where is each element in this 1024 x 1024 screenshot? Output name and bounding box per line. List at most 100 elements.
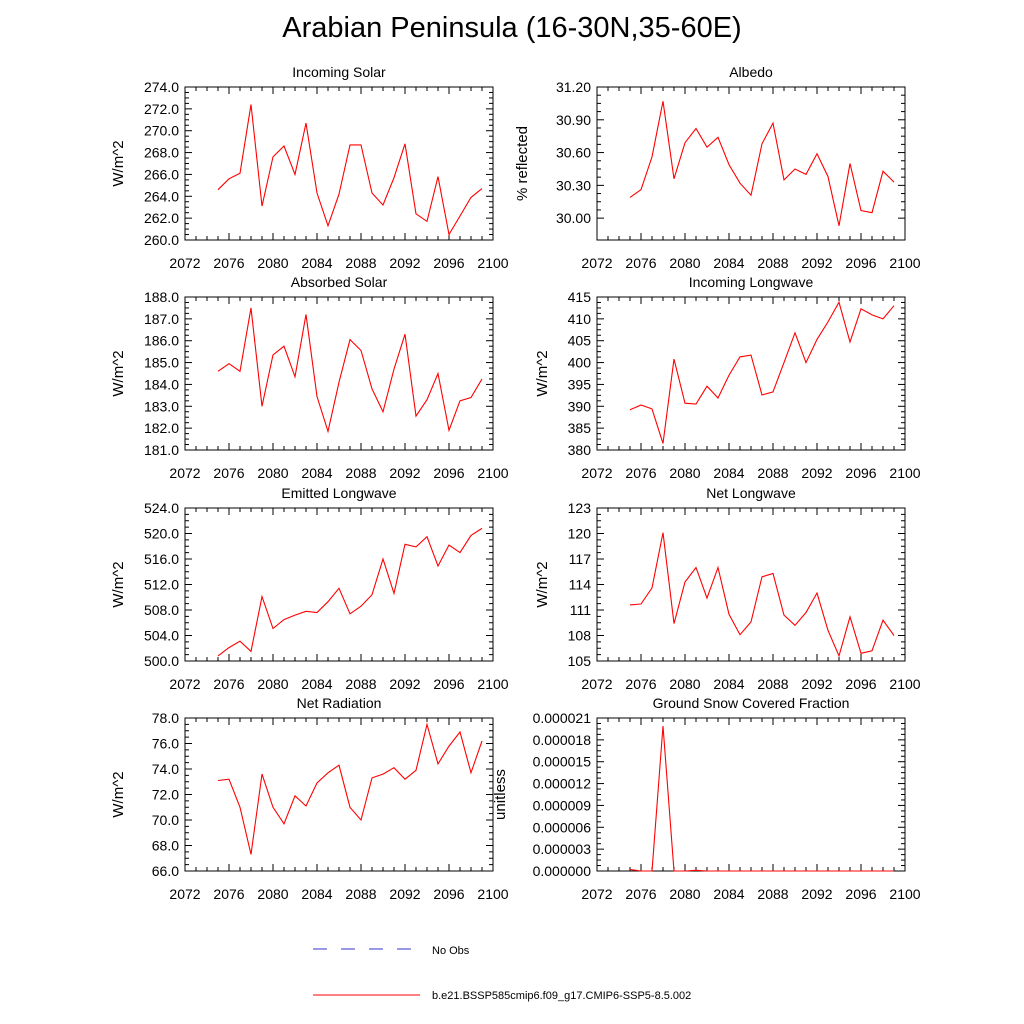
panel-title: Net Radiation bbox=[297, 695, 382, 711]
x-tick-label: 2084 bbox=[301, 676, 332, 692]
y-tick-label: 108 bbox=[568, 628, 592, 644]
x-tick-label: 2088 bbox=[757, 676, 788, 692]
y-axis-label: W/m^2 bbox=[110, 561, 127, 607]
plot-frame bbox=[596, 717, 906, 872]
x-tick-label: 2092 bbox=[801, 676, 832, 692]
panel-title: Absorbed Solar bbox=[291, 274, 388, 290]
figure-title: Arabian Peninsula (16-30N,35-60E) bbox=[282, 12, 742, 44]
x-tick-label: 2088 bbox=[757, 465, 788, 481]
y-tick-label: 274.0 bbox=[144, 79, 179, 95]
x-tick-label: 2076 bbox=[625, 255, 656, 271]
y-tick-label: 114 bbox=[569, 577, 592, 593]
y-tick-label: 395 bbox=[568, 376, 592, 392]
chart-panel-4: 2072 2076 2080 2084 2088 2092 2096 2100 380 385 39… bbox=[534, 274, 921, 481]
x-tick-label: 2092 bbox=[801, 465, 832, 481]
chart-panel-2: 2072 2076 2080 2084 2088 2092 2096 2100 30.00 30.… bbox=[514, 64, 921, 271]
x-tick-label: 2084 bbox=[301, 255, 332, 271]
panel-title: Incoming Solar bbox=[292, 64, 386, 80]
plot-frame bbox=[184, 507, 494, 662]
y-tick-label: 272.0 bbox=[144, 101, 179, 117]
chart-panel-3: 2072 2076 2080 2084 2088 2092 2096 2100 181.0 182… bbox=[110, 274, 509, 481]
x-tick-label: 2096 bbox=[845, 255, 876, 271]
x-tick-label: 2100 bbox=[889, 886, 920, 902]
y-tick-label: 181.0 bbox=[144, 442, 179, 458]
x-tick-label: 2080 bbox=[669, 886, 700, 902]
x-tick-label: 2096 bbox=[845, 465, 876, 481]
y-axis-label: W/m^2 bbox=[110, 771, 127, 817]
y-tick-label: 524.0 bbox=[144, 500, 179, 516]
x-tick-label: 2072 bbox=[169, 676, 200, 692]
x-tick-label: 2092 bbox=[389, 676, 420, 692]
y-tick-label: 30.00 bbox=[556, 210, 591, 226]
x-tick-label: 2096 bbox=[845, 676, 876, 692]
y-tick-label: 0.000006 bbox=[533, 819, 592, 835]
plot-frame bbox=[184, 296, 494, 451]
x-tick-label: 2088 bbox=[345, 465, 376, 481]
x-tick-label: 2092 bbox=[801, 255, 832, 271]
x-tick-label: 2076 bbox=[213, 465, 244, 481]
y-tick-label: 30.90 bbox=[556, 112, 591, 128]
y-tick-label: 72.0 bbox=[152, 787, 179, 803]
y-tick-label: 117 bbox=[569, 551, 592, 567]
y-tick-label: 184.0 bbox=[144, 376, 179, 392]
series-line bbox=[629, 300, 895, 444]
x-tick-label: 2096 bbox=[845, 886, 876, 902]
x-tick-label: 2092 bbox=[389, 465, 420, 481]
x-tick-label: 2092 bbox=[389, 886, 420, 902]
y-tick-label: 186.0 bbox=[144, 333, 179, 349]
legend: No Obs b.e21.BSSP585cmip6.f09_g17.CMIP6-S… bbox=[313, 945, 691, 1002]
x-tick-label: 2080 bbox=[669, 465, 700, 481]
plot-frame bbox=[596, 86, 906, 241]
x-tick-label: 2080 bbox=[669, 676, 700, 692]
y-tick-label: 0.000015 bbox=[533, 754, 592, 770]
x-tick-label: 2100 bbox=[889, 255, 920, 271]
chart-panel-8: 2072 2076 2080 2084 2088 2092 2096 2100 0.000000… bbox=[492, 695, 921, 902]
y-tick-label: 120 bbox=[568, 526, 592, 542]
y-tick-label: 0.000003 bbox=[533, 841, 592, 857]
y-tick-label: 415 bbox=[568, 289, 592, 305]
y-tick-label: 31.20 bbox=[556, 79, 591, 95]
x-tick-label: 2072 bbox=[581, 465, 612, 481]
y-tick-label: 0.000012 bbox=[533, 776, 592, 792]
y-tick-label: 76.0 bbox=[152, 736, 179, 752]
x-tick-label: 2080 bbox=[257, 676, 288, 692]
y-tick-label: 183.0 bbox=[144, 398, 179, 414]
panel-title: Net Longwave bbox=[706, 485, 796, 501]
x-tick-label: 2100 bbox=[477, 886, 508, 902]
x-tick-label: 2100 bbox=[889, 465, 920, 481]
y-tick-label: 264.0 bbox=[144, 188, 179, 204]
x-tick-label: 2096 bbox=[433, 676, 464, 692]
x-tick-label: 2076 bbox=[625, 676, 656, 692]
chart-panel-1: 2072 2076 2080 2084 2088 2092 2096 2100 260.0 262… bbox=[110, 64, 509, 271]
plot-frame bbox=[184, 86, 494, 241]
series-line bbox=[629, 101, 895, 226]
x-tick-label: 2072 bbox=[581, 255, 612, 271]
series-line bbox=[217, 104, 483, 237]
y-tick-label: 182.0 bbox=[144, 420, 179, 436]
x-tick-label: 2076 bbox=[213, 676, 244, 692]
y-tick-label: 0.000018 bbox=[533, 732, 592, 748]
x-tick-label: 2072 bbox=[581, 676, 612, 692]
x-tick-label: 2076 bbox=[213, 886, 244, 902]
x-tick-label: 2100 bbox=[889, 676, 920, 692]
y-tick-label: 187.0 bbox=[144, 311, 179, 327]
y-tick-label: 70.0 bbox=[152, 812, 179, 828]
x-tick-label: 2084 bbox=[301, 465, 332, 481]
chart-panel-7: 2072 2076 2080 2084 2088 2092 2096 2100 66.0 68.0… bbox=[110, 695, 509, 902]
x-tick-label: 2080 bbox=[257, 886, 288, 902]
y-tick-label: 30.60 bbox=[556, 145, 591, 161]
x-tick-label: 2072 bbox=[169, 465, 200, 481]
x-tick-label: 2084 bbox=[713, 255, 744, 271]
y-tick-label: 78.0 bbox=[152, 710, 179, 726]
y-tick-label: 520.0 bbox=[144, 526, 179, 542]
plot-frame bbox=[596, 296, 906, 451]
panel-title: Incoming Longwave bbox=[689, 274, 814, 290]
y-tick-label: 405 bbox=[568, 333, 592, 349]
x-tick-label: 2088 bbox=[345, 886, 376, 902]
series-line bbox=[217, 307, 483, 434]
y-tick-label: 500.0 bbox=[144, 653, 179, 669]
x-tick-label: 2076 bbox=[625, 465, 656, 481]
series-line bbox=[217, 722, 483, 855]
plot-frame bbox=[596, 507, 906, 662]
x-tick-label: 2084 bbox=[713, 886, 744, 902]
